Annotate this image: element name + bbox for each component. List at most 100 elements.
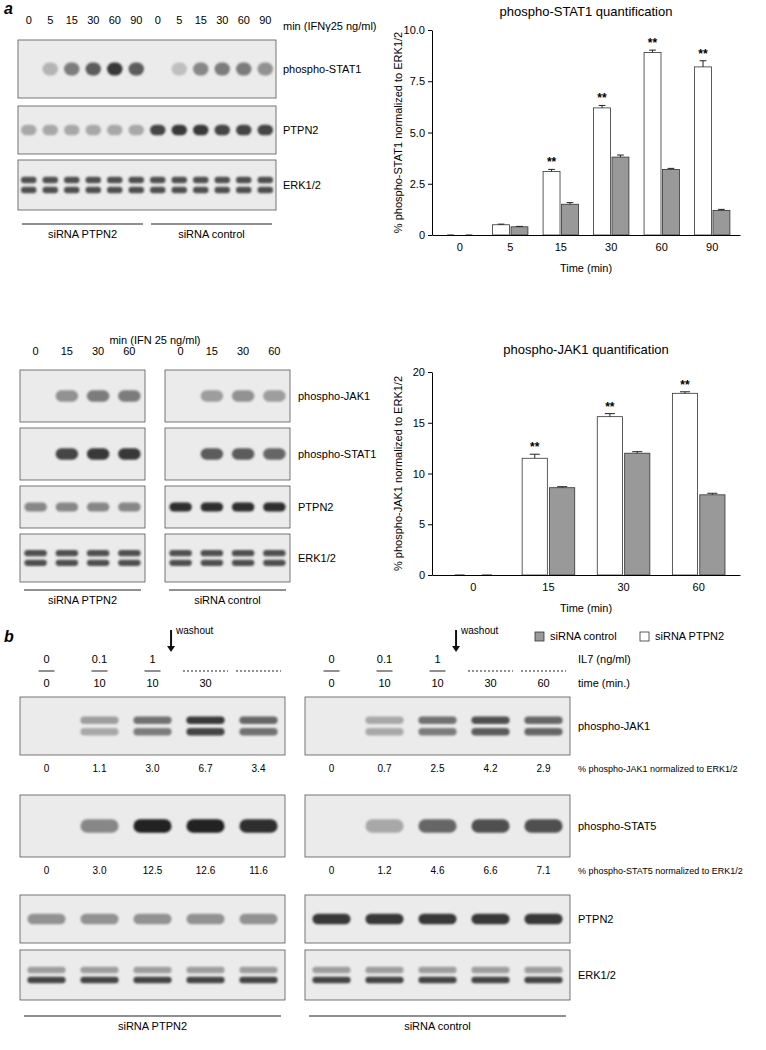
group-label: siRNA control [194, 594, 261, 606]
band [133, 977, 171, 984]
condition-label: 30 [484, 677, 496, 689]
band [80, 914, 118, 925]
annotation: ** [547, 155, 557, 169]
band [201, 502, 224, 511]
band [418, 716, 456, 724]
band [236, 187, 251, 194]
lane-label: 15 [66, 14, 78, 26]
band [201, 448, 224, 459]
blot-frame [20, 534, 145, 582]
band [87, 560, 110, 566]
bar [644, 53, 661, 235]
x-tick-label: 0 [457, 241, 463, 253]
condition-label: 0 [43, 653, 49, 665]
band [418, 728, 456, 736]
bar [550, 488, 575, 575]
panel-label: b [4, 628, 14, 645]
quant-value: 3.4 [252, 763, 266, 774]
condition-label: 10 [93, 677, 105, 689]
x-axis: 0515306090 [433, 235, 741, 253]
y-tick: 0 [419, 569, 432, 581]
band [24, 550, 47, 556]
group-label: siRNA PTPN2 [48, 228, 117, 240]
header-dotted-rule [521, 671, 566, 672]
band [169, 560, 192, 566]
legend-swatch [535, 632, 544, 641]
blot-frame [20, 428, 145, 480]
band [186, 716, 224, 724]
blot-frame [20, 950, 285, 1000]
quant-value: 11.6 [249, 865, 268, 876]
y-tick-mark [428, 235, 432, 236]
error-bar [718, 209, 725, 210]
blot-frame [165, 486, 290, 528]
y-tick-label: 2.5 [410, 178, 425, 190]
header-rule [145, 671, 161, 672]
bar [522, 458, 547, 575]
y-tick-mark [428, 524, 432, 525]
band [129, 177, 144, 184]
error-bar [498, 224, 505, 226]
quant-value: 3.0 [93, 865, 107, 876]
band [27, 977, 65, 984]
band [258, 187, 273, 194]
band [471, 914, 509, 925]
band [21, 187, 36, 194]
band [186, 914, 224, 925]
lane-label: 30 [87, 14, 99, 26]
x-tick: 60 [693, 575, 705, 593]
band [365, 716, 403, 724]
error-bar [557, 487, 567, 488]
condition-label: 0 [43, 677, 49, 689]
error-bar [516, 226, 523, 227]
annotation: ** [530, 440, 540, 454]
band [80, 716, 118, 724]
band [56, 448, 79, 459]
band [215, 187, 230, 194]
band [86, 187, 101, 194]
error-bar [548, 169, 555, 171]
blot-frame [20, 697, 285, 755]
blot-frame [18, 160, 276, 210]
band [107, 177, 122, 184]
error-bar [632, 452, 642, 454]
quant-value: 0 [44, 865, 50, 876]
band [172, 125, 187, 136]
row-label: phospho-STAT5 [578, 820, 656, 832]
y-tick: 7.5 [410, 75, 432, 87]
y-axis: 02.55.07.510.0 [404, 24, 433, 241]
lane-label: 5 [176, 14, 182, 26]
y-tick-mark [428, 184, 432, 185]
band [236, 63, 251, 76]
band [236, 177, 251, 184]
annotation: ** [648, 36, 658, 50]
y-tick: 15 [413, 417, 432, 429]
band [169, 448, 192, 459]
band [471, 977, 509, 984]
band [258, 63, 273, 76]
header-rule [92, 671, 108, 672]
lane-label: 30 [237, 345, 249, 357]
y-tick-mark [428, 133, 432, 134]
blot: phospho-STAT1PTPN2ERK1/2min (IFNγ25 ng/m… [18, 14, 377, 240]
band [27, 716, 65, 724]
group-rule [169, 590, 286, 591]
chart: ********02.55.07.510.00515306090phospho-… [392, 4, 741, 274]
y-tick-label: 5.0 [410, 127, 425, 139]
plot-area [455, 392, 725, 575]
band [418, 819, 456, 833]
blot-frame [305, 795, 570, 857]
condition-label: 10 [431, 677, 443, 689]
y-tick-label: 7.5 [410, 75, 425, 87]
band [232, 448, 255, 459]
band [87, 502, 110, 511]
band [239, 716, 277, 724]
band [64, 177, 79, 184]
quant-value: 4.2 [484, 763, 498, 774]
band [312, 914, 350, 925]
y-tick-label: 0 [419, 229, 425, 241]
band [418, 914, 456, 925]
band [471, 716, 509, 724]
band [118, 502, 141, 511]
lane-label: 90 [130, 14, 142, 26]
